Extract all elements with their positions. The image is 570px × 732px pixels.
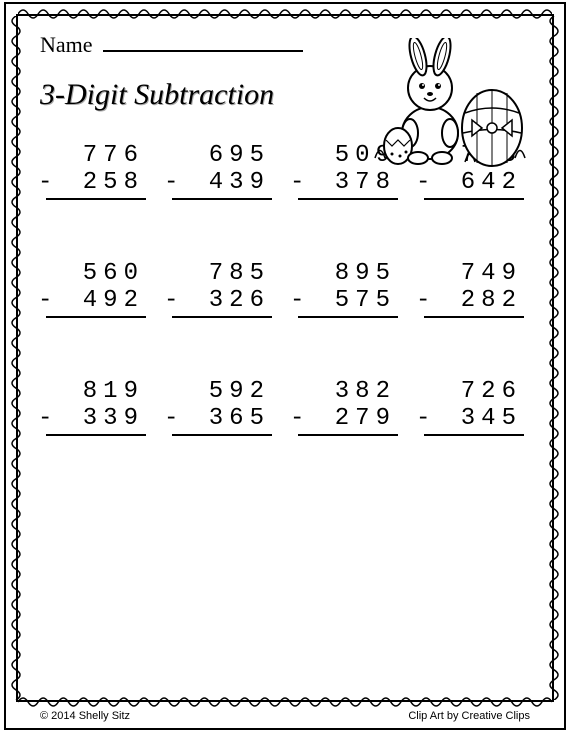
subtrahend: 339 [46,405,146,436]
clipart-credit: Clip Art by Creative Clips [408,710,530,722]
problem[interactable]: 819339 [46,378,146,436]
problem[interactable]: 695439 [172,142,272,200]
subtrahend: 492 [46,287,146,318]
problem[interactable]: 785326 [172,260,272,318]
worksheet-content: Name 3-Digit Subtraction [40,32,530,682]
minuend: 819 [46,378,146,405]
squiggle-right [546,16,562,700]
problem[interactable]: 776258 [46,142,146,200]
squiggle-left [8,16,24,700]
minuend: 785 [172,260,272,287]
name-label: Name [40,32,93,58]
problem[interactable]: 592365 [172,378,272,436]
subtrahend: 258 [46,169,146,200]
problem[interactable]: 560492 [46,260,146,318]
squiggle-top [18,6,552,22]
problem[interactable]: 749282 [424,260,524,318]
copyright-text: © 2014 Shelly Sitz [40,710,130,722]
problems-grid: 776258 695439 509378 738642 560492 78532… [40,142,530,436]
problem[interactable]: 726345 [424,378,524,436]
name-input-line[interactable] [103,32,303,52]
minuend: 592 [172,378,272,405]
subtrahend: 439 [172,169,272,200]
minuend: 560 [46,260,146,287]
easter-bunny-clipart [370,38,530,168]
minuend: 695 [172,142,272,169]
minuend: 749 [424,260,524,287]
subtrahend: 378 [298,169,398,200]
problem[interactable]: 382279 [298,378,398,436]
minuend: 382 [298,378,398,405]
subtrahend: 575 [298,287,398,318]
subtrahend: 326 [172,287,272,318]
subtrahend: 282 [424,287,524,318]
footer: © 2014 Shelly Sitz Clip Art by Creative … [40,710,530,722]
subtrahend: 642 [424,169,524,200]
problem[interactable]: 895575 [298,260,398,318]
squiggle-bottom [18,694,552,710]
minuend: 726 [424,378,524,405]
subtrahend: 345 [424,405,524,436]
minuend: 776 [46,142,146,169]
subtrahend: 279 [298,405,398,436]
bunny-eggs-icon [370,38,530,168]
subtrahend: 365 [172,405,272,436]
minuend: 895 [298,260,398,287]
